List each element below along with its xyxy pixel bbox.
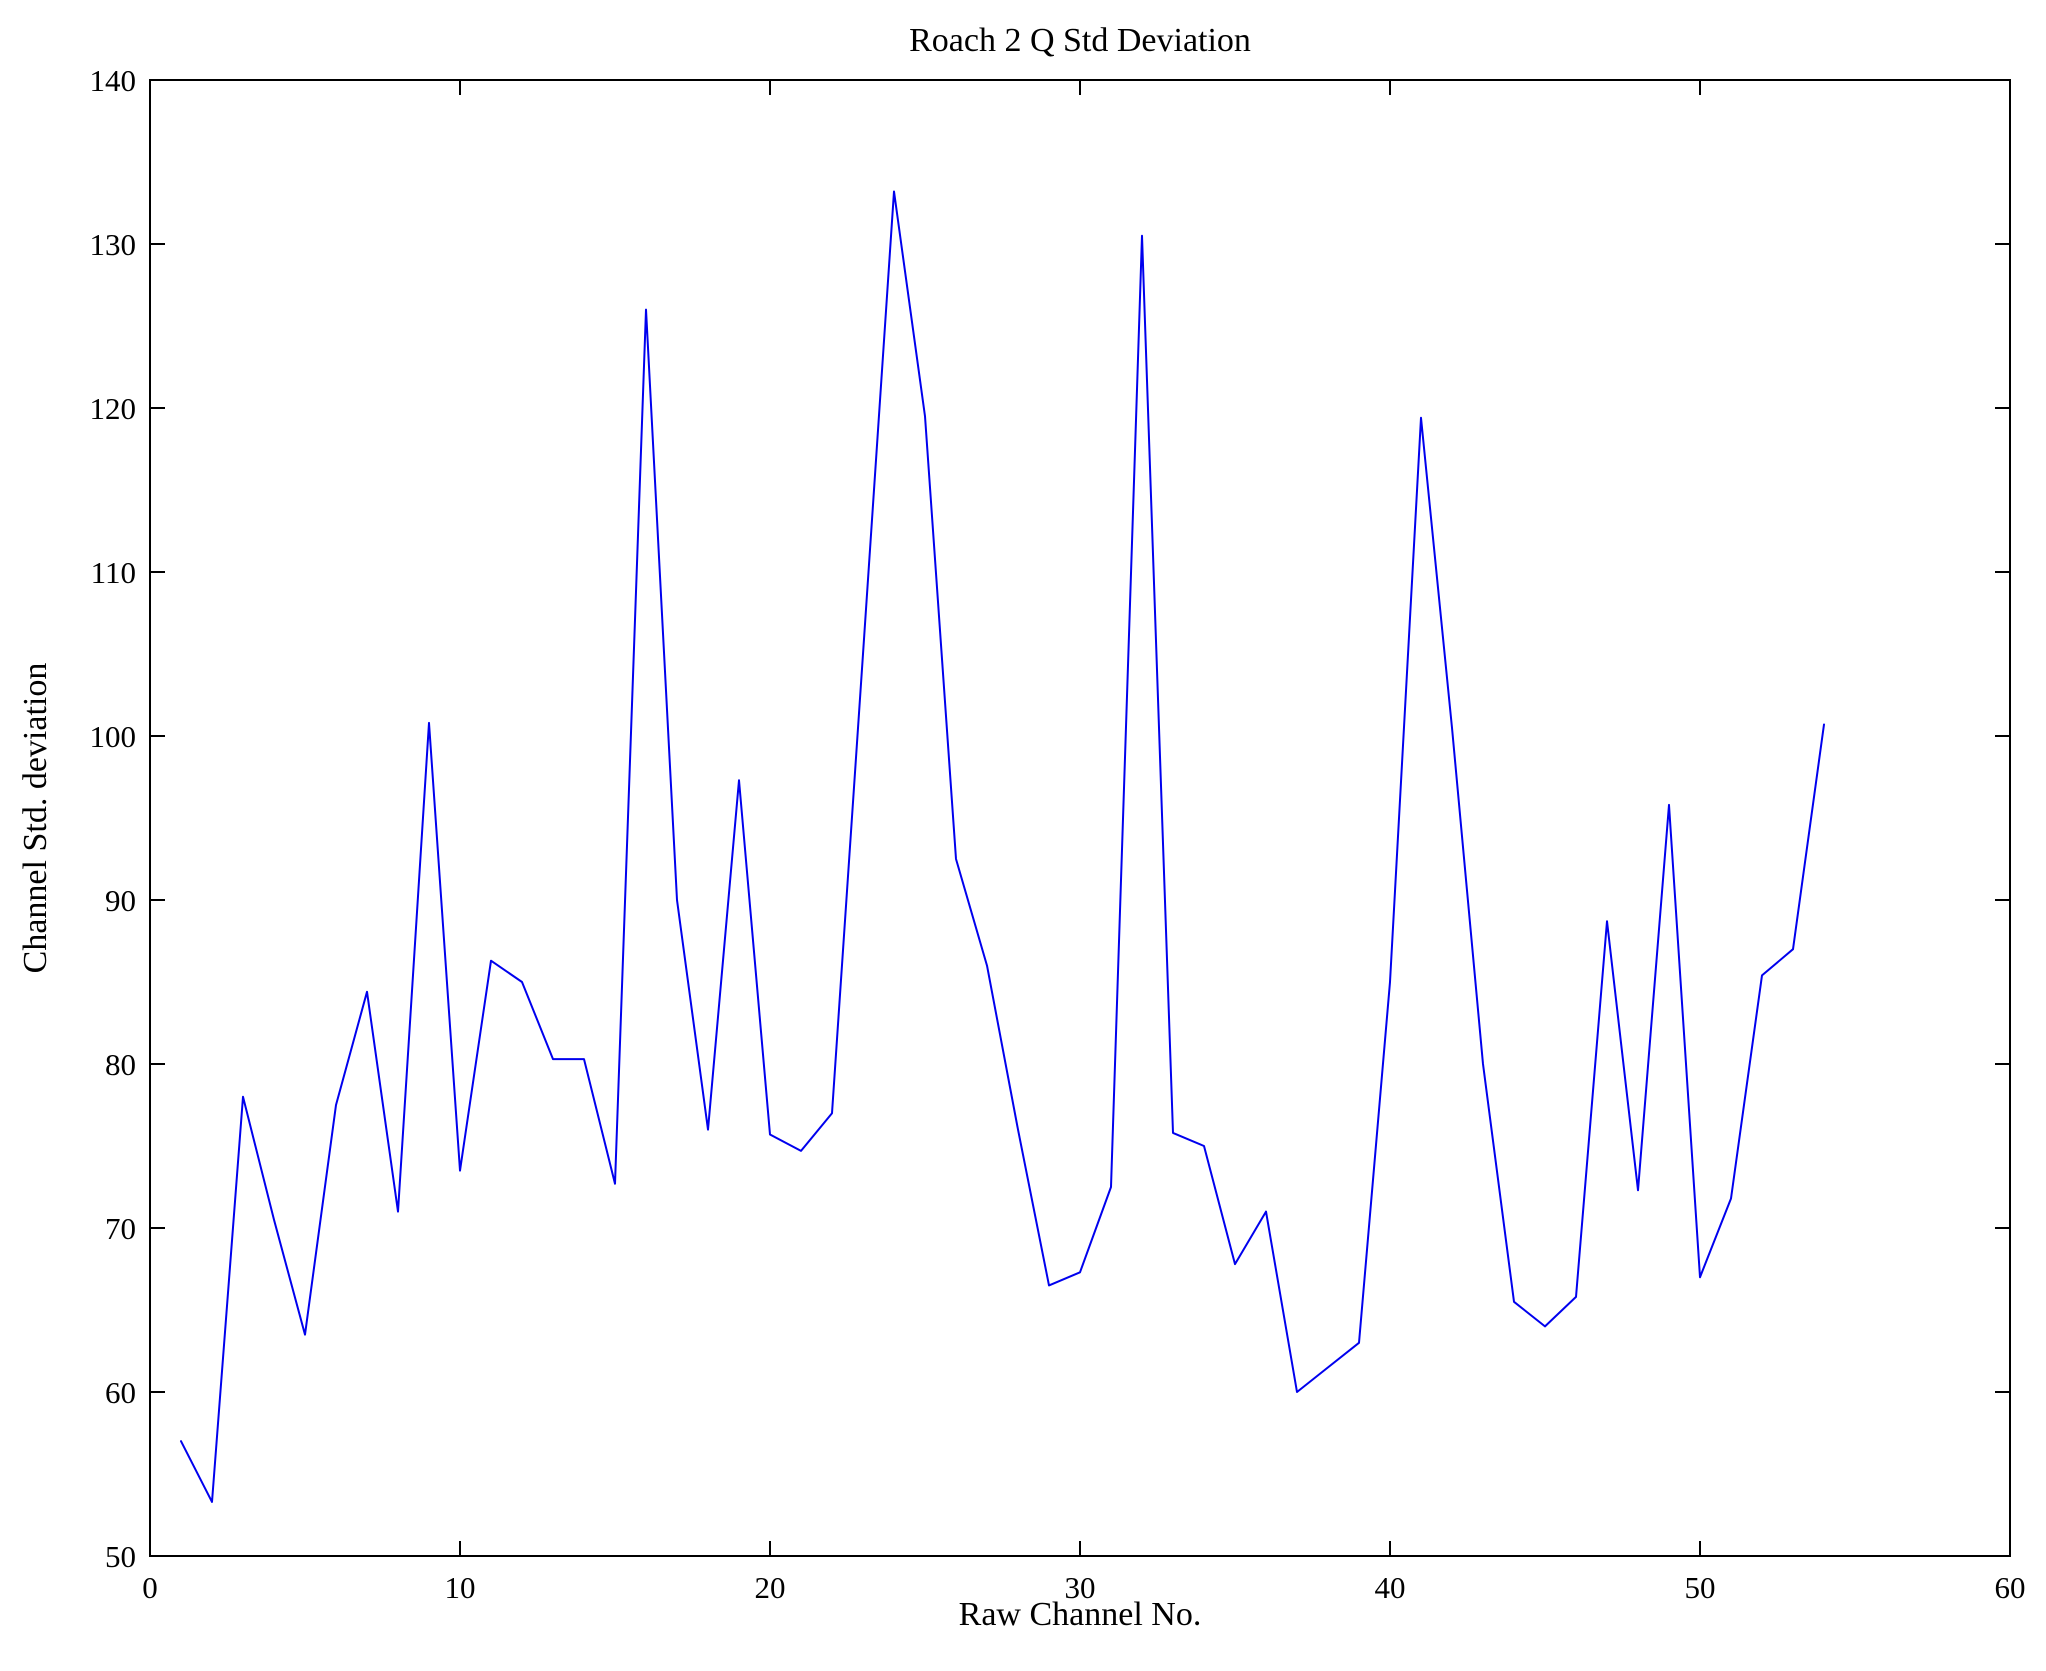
x-tick-label: 60 [1995, 1570, 2026, 1605]
x-tick-label: 20 [755, 1570, 786, 1605]
series-line [180, 190, 1825, 1503]
x-tick-label: 10 [445, 1570, 476, 1605]
y-tick-label: 60 [105, 1375, 136, 1410]
y-axis-label: Channel Std. deviation [17, 662, 54, 974]
chart-title: Roach 2 Q Std Deviation [909, 22, 1251, 59]
y-tick-label: 50 [105, 1539, 136, 1574]
y-tick-label: 80 [105, 1047, 136, 1082]
data-series [180, 190, 1825, 1503]
x-tick-label: 40 [1375, 1570, 1406, 1605]
y-tick-label: 140 [90, 63, 137, 98]
x-axis-label: Raw Channel No. [958, 1596, 1202, 1633]
x-tick-label: 30 [1065, 1570, 1096, 1605]
x-tick-label: 50 [1685, 1570, 1716, 1605]
plot-border [149, 79, 2011, 1557]
y-tick-label: 120 [90, 391, 137, 426]
y-tick-label: 130 [90, 227, 137, 262]
y-tick-label: 70 [105, 1211, 136, 1246]
y-tick-label: 90 [105, 883, 136, 918]
axes-box [149, 79, 2011, 1557]
axis-tick-labels: 0 10 20 30 40 50 60 50 60 70 80 90 100 110 120 130 140 [90, 63, 2026, 1605]
y-tick-label: 100 [90, 719, 137, 754]
x-tick-label: 0 [142, 1570, 158, 1605]
y-tick-label: 110 [91, 555, 136, 590]
axis-ticks [149, 79, 2011, 1557]
